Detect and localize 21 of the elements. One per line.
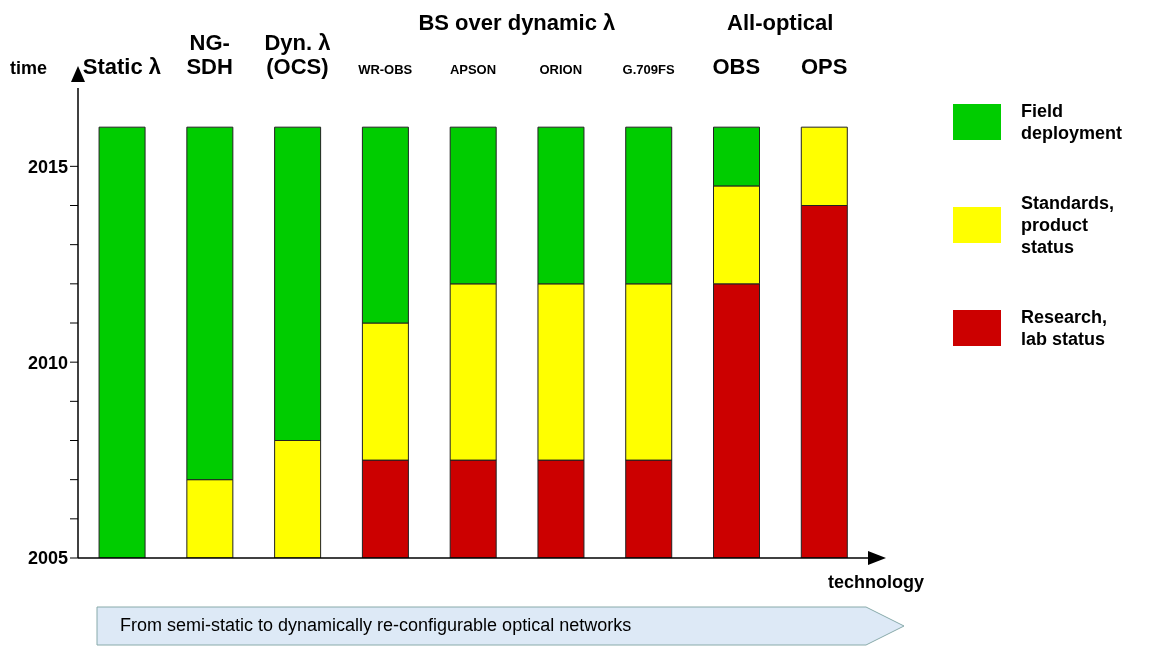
text: All-optical bbox=[726, 10, 835, 36]
x-tick-label: G.709FS bbox=[622, 62, 675, 77]
x-axis-title: technology bbox=[828, 572, 925, 593]
x-tick-label: OBS bbox=[712, 54, 761, 79]
y-axis-title: time bbox=[10, 58, 48, 79]
text: From semi-static to dynamically re-configurable optical networks bbox=[120, 615, 632, 636]
x-tick-label: Static λ bbox=[82, 54, 162, 79]
x-tick-label: WR-OBS bbox=[358, 62, 413, 77]
text: BS over dynamic λ bbox=[417, 10, 617, 36]
x-tick-label: OPS bbox=[800, 54, 848, 79]
x-tick-label: APSON bbox=[449, 62, 497, 77]
y-tick-label: 2010 bbox=[27, 352, 68, 373]
x-tick-label: NG-SDH bbox=[186, 29, 233, 79]
y-tick-label: 2015 bbox=[27, 156, 68, 177]
x-tick-label: Dyn. λ (OCS) bbox=[264, 29, 331, 79]
legend-label: Field deployment bbox=[1021, 100, 1123, 144]
legend-label: Research, lab status bbox=[1021, 306, 1109, 350]
y-tick-label: 2005 bbox=[27, 548, 68, 569]
bar bbox=[98, 126, 146, 558]
legend-label: Standards, product status bbox=[1021, 192, 1116, 258]
x-tick-label: ORION bbox=[539, 62, 583, 77]
